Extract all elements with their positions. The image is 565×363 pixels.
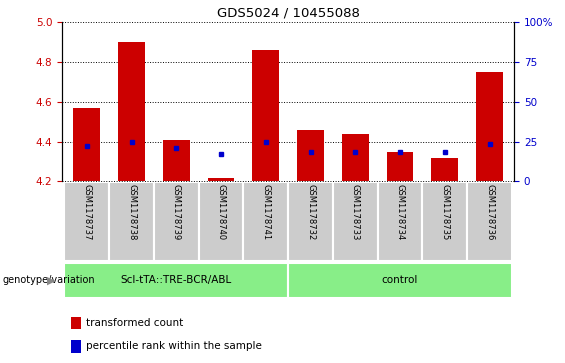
- Bar: [73, 107, 100, 182]
- Text: GSM1178736: GSM1178736: [485, 184, 494, 240]
- Bar: [71, 317, 81, 329]
- Bar: [288, 263, 512, 298]
- Text: percentile rank within the sample: percentile rank within the sample: [86, 341, 262, 351]
- Text: GSM1178733: GSM1178733: [351, 184, 360, 240]
- Text: control: control: [382, 276, 418, 285]
- Text: GSM1178738: GSM1178738: [127, 184, 136, 240]
- Bar: [333, 182, 377, 261]
- Text: GSM1178734: GSM1178734: [396, 184, 405, 240]
- Text: transformed count: transformed count: [86, 318, 183, 328]
- Text: GSM1178732: GSM1178732: [306, 184, 315, 240]
- Text: GSM1178741: GSM1178741: [261, 184, 270, 240]
- Bar: [297, 130, 324, 182]
- Bar: [71, 340, 81, 352]
- Bar: [253, 50, 279, 182]
- Text: ▶: ▶: [47, 275, 55, 285]
- Bar: [288, 182, 333, 261]
- Bar: [476, 72, 503, 182]
- Bar: [423, 182, 467, 261]
- Title: GDS5024 / 10455088: GDS5024 / 10455088: [217, 6, 359, 19]
- Bar: [64, 263, 288, 298]
- Bar: [64, 182, 109, 261]
- Bar: [244, 182, 288, 261]
- Text: GSM1178740: GSM1178740: [216, 184, 225, 240]
- Bar: [377, 182, 423, 261]
- Bar: [386, 152, 414, 182]
- Bar: [199, 182, 244, 261]
- Text: GSM1178737: GSM1178737: [82, 184, 92, 240]
- Bar: [163, 139, 190, 182]
- Bar: [431, 158, 458, 182]
- Text: GSM1178735: GSM1178735: [440, 184, 449, 240]
- Text: GSM1178739: GSM1178739: [172, 184, 181, 240]
- Bar: [118, 42, 145, 182]
- Bar: [342, 134, 369, 182]
- Bar: [207, 178, 234, 182]
- Text: Scl-tTA::TRE-BCR/ABL: Scl-tTA::TRE-BCR/ABL: [121, 276, 232, 285]
- Text: genotype/variation: genotype/variation: [3, 275, 95, 285]
- Bar: [467, 182, 512, 261]
- Bar: [109, 182, 154, 261]
- Bar: [154, 182, 199, 261]
